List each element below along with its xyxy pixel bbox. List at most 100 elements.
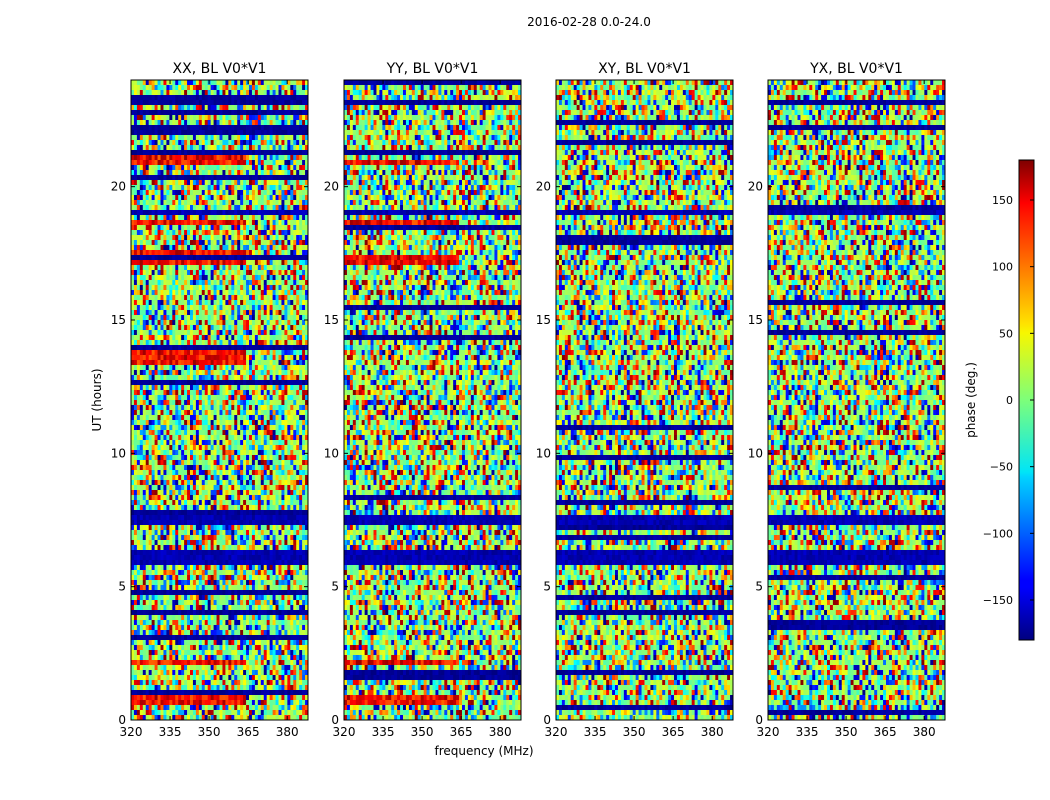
heatmap-cell [184, 445, 188, 451]
heatmap-cell [166, 115, 170, 121]
heatmap-cell [284, 200, 288, 206]
heatmap-cell [201, 335, 206, 341]
heatmap-cell [204, 455, 209, 461]
heatmap-cell [163, 260, 167, 266]
heatmap-cell [219, 330, 223, 336]
heatmap-cell [160, 130, 164, 136]
heatmap-cell [287, 170, 291, 176]
heatmap-cell [281, 330, 285, 336]
heatmap-cell [290, 190, 294, 196]
heatmap-cell [207, 210, 212, 216]
heatmap-cell [139, 445, 144, 451]
heatmap-cell [237, 420, 241, 426]
heatmap-cell [190, 95, 194, 101]
heatmap-cell [198, 275, 203, 281]
heatmap-cell [216, 480, 220, 486]
heatmap-cell [296, 220, 300, 226]
heatmap-cell [142, 360, 147, 366]
heatmap-cell [272, 480, 276, 486]
heatmap-cell [184, 195, 188, 201]
heatmap-cell [275, 255, 279, 261]
heatmap-cell [249, 450, 253, 456]
heatmap-cell [275, 100, 279, 106]
heatmap-cell [293, 475, 297, 481]
heatmap-cell [246, 285, 250, 291]
heatmap-cell [305, 140, 309, 146]
heatmap-cell [240, 305, 244, 311]
heatmap-cell [281, 285, 285, 291]
heatmap-cell [263, 110, 268, 116]
heatmap-cell [195, 330, 200, 336]
heatmap-cell [228, 245, 232, 251]
heatmap-cell [237, 460, 241, 466]
heatmap-cell [187, 410, 191, 416]
heatmap-cell [243, 335, 247, 341]
heatmap-cell [154, 400, 158, 406]
heatmap-cell [139, 175, 144, 181]
heatmap-cell [240, 370, 244, 376]
heatmap-cell [234, 225, 238, 231]
heatmap-cell [187, 245, 191, 251]
heatmap-cell [192, 140, 197, 146]
heatmap-cell [154, 455, 158, 461]
heatmap-cell [275, 355, 279, 361]
heatmap-cell [157, 470, 161, 476]
heatmap-cell [272, 225, 276, 231]
heatmap-cell [204, 425, 209, 431]
heatmap-cell [257, 430, 262, 436]
heatmap-cell [136, 120, 141, 126]
heatmap-cell [281, 160, 285, 166]
heatmap-cell [296, 350, 300, 356]
heatmap-cell [305, 385, 309, 391]
heatmap-cell [210, 335, 214, 341]
heatmap-cell [195, 355, 200, 361]
heatmap-cell [231, 330, 235, 336]
heatmap-cell [302, 100, 306, 106]
heatmap-cell [216, 185, 220, 191]
heatmap-cell [284, 300, 288, 306]
heatmap-cell [287, 460, 291, 466]
heatmap-cell [293, 140, 297, 146]
heatmap-cell [284, 120, 288, 126]
heatmap-cell [136, 400, 141, 406]
heatmap-cell [198, 465, 203, 471]
heatmap-cell [181, 145, 185, 151]
heatmap-cell [166, 265, 170, 271]
heatmap-cell [187, 200, 191, 206]
heatmap-cell [278, 280, 282, 286]
heatmap-cell [281, 280, 285, 286]
heatmap-cell [160, 125, 164, 131]
heatmap-cell [184, 280, 188, 286]
heatmap-cell [175, 135, 179, 141]
heatmap-cell [133, 220, 138, 226]
heatmap-cell [249, 185, 253, 191]
heatmap-cell [160, 140, 164, 146]
heatmap-cell [187, 185, 191, 191]
heatmap-cell [145, 80, 150, 86]
heatmap-cell [281, 140, 285, 146]
heatmap-cell [187, 325, 191, 331]
heatmap-cell [136, 370, 141, 376]
heatmap-cell [157, 325, 161, 331]
heatmap-cell [269, 400, 273, 406]
heatmap-cell [142, 300, 147, 306]
heatmap-cell [204, 470, 209, 476]
heatmap-cell [299, 490, 303, 496]
heatmap-cell [225, 140, 229, 146]
heatmap-cell [172, 320, 176, 326]
heatmap-cell [284, 330, 288, 336]
heatmap-cell [166, 150, 170, 156]
heatmap-cell [175, 315, 179, 321]
heatmap-cell [187, 105, 191, 111]
heatmap-cell [142, 260, 147, 266]
heatmap-cell [263, 360, 268, 366]
heatmap-cell [269, 405, 273, 411]
heatmap-cell [172, 360, 176, 366]
heatmap-cell [222, 405, 226, 411]
heatmap-cell [225, 440, 229, 446]
heatmap-cell [278, 390, 282, 396]
heatmap-cell [154, 90, 158, 96]
heatmap-cell [166, 450, 170, 456]
heatmap-cell [251, 135, 256, 141]
heatmap-cell [260, 435, 265, 441]
